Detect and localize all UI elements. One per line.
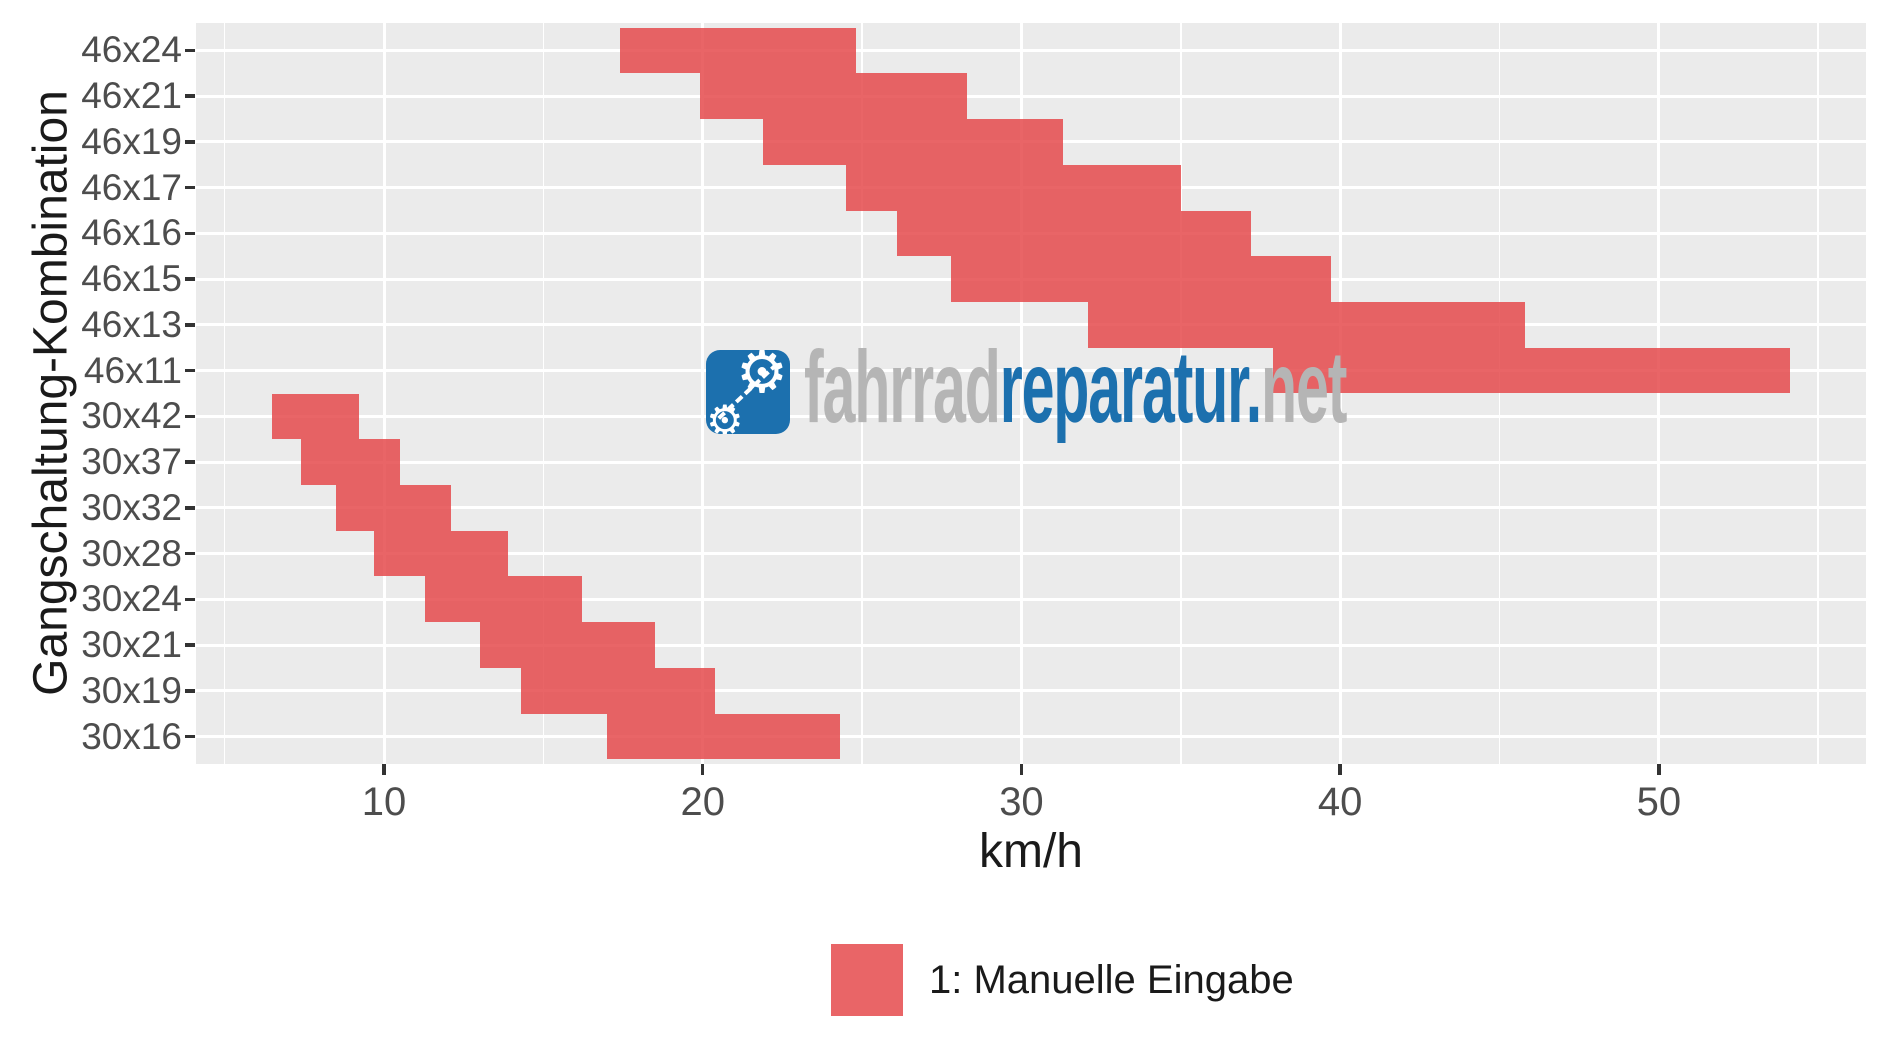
major-gridline [382,23,386,764]
major-gridline [1657,23,1661,764]
minor-gridline [1817,23,1819,764]
watermark-word-fahrrad: fahrrad [804,330,1001,444]
major-gridline [196,48,1866,52]
y-tick-mark [185,185,195,190]
major-gridline [196,94,1866,98]
gears-chain-icon: ⚙ ⚙ [706,350,790,434]
speed-range-bar [374,530,509,577]
y-tick-label: 30x16 [81,715,182,757]
major-gridline [196,552,1866,556]
gear-icon: ⚙ [706,397,744,435]
y-tick-label: 46x16 [81,212,182,254]
speed-range-bar [479,622,655,668]
watermark-word-net: net [1261,330,1347,444]
major-gridline [196,414,1866,418]
speed-range-bar [607,713,840,760]
minor-gridline [542,23,545,764]
y-tick-mark [185,140,195,144]
speed-range-bar [897,210,1251,257]
y-tick-label: 46x17 [81,166,182,208]
watermark-wordmark: fahrradreparatur.net [804,336,1347,438]
x-tick-label: 50 [1636,780,1682,824]
y-tick-label: 30x24 [81,578,182,620]
watermark-dot: . [1245,330,1262,444]
y-tick-mark [185,277,195,281]
x-tick-mark [1657,764,1661,775]
minor-gridline [223,23,226,764]
speed-range-bar [1088,302,1525,348]
major-gridline [701,23,705,764]
y-tick-mark [185,460,195,464]
plot-panel [196,23,1866,764]
major-gridline [1019,23,1023,764]
major-gridline [196,597,1866,601]
y-tick-label: 46x21 [81,75,182,117]
y-tick-mark [185,506,195,510]
speed-range-bar [699,73,968,120]
x-tick-label: 30 [999,780,1044,824]
y-tick-mark [185,689,195,693]
y-tick-label: 46x19 [81,120,182,162]
x-tick-label: 20 [680,780,725,824]
legend-label: 1: Manuelle Eingabe [929,957,1294,1002]
y-tick-mark [185,643,195,647]
y-tick-mark [185,231,195,236]
x-tick-label: 40 [1317,780,1363,824]
speed-range-bar [272,393,359,440]
y-tick-mark [185,94,195,98]
speed-range-bar [763,119,1063,165]
y-tick-label: 46x11 [83,349,182,391]
minor-gridline [1179,23,1182,764]
y-tick-label: 30x28 [81,532,182,574]
y-tick-mark [185,323,195,327]
y-tick-label: 46x13 [81,303,182,345]
speed-range-bar [336,484,451,531]
minor-gridline [861,23,863,764]
major-gridline [196,506,1866,510]
y-tick-mark [185,48,195,53]
y-tick-label: 30x32 [81,486,182,528]
y-tick-label: 30x37 [81,441,182,483]
major-gridline [196,460,1866,464]
speed-range-bar [846,164,1181,211]
major-gridline [196,369,1866,373]
y-tick-label: 30x42 [81,395,182,437]
y-tick-mark [185,597,195,602]
x-tick-mark [701,764,705,775]
legend: 1: Manuelle Eingabe [831,944,1294,1016]
y-tick-mark [185,368,195,373]
y-tick-label: 46x24 [81,29,182,71]
speed-range-bar [301,439,400,485]
gear-icon: ⚙ [736,350,788,405]
x-tick-mark [1019,764,1024,775]
major-gridline [196,735,1866,739]
x-tick-label: 10 [361,780,407,824]
speed-range-bar [521,667,716,714]
speed-range-bar [619,27,856,74]
y-tick-label: 30x21 [81,624,182,666]
y-tick-label: 46x15 [81,258,182,300]
major-gridline [196,643,1866,647]
speed-range-bar [425,576,582,623]
x-axis-title: km/h [978,825,1083,878]
y-tick-mark [185,551,195,556]
watermark-word-reparatur: reparatur [999,330,1247,444]
y-tick-mark [185,414,195,419]
minor-gridline [1498,23,1501,764]
speed-range-bar [951,256,1331,302]
legend-swatch [831,944,903,1016]
major-gridline [196,323,1866,327]
major-gridline [1338,23,1342,764]
major-gridline [196,689,1866,693]
x-tick-mark [1338,764,1342,775]
y-tick-label: 30x19 [81,669,182,711]
x-tick-mark [382,764,386,775]
y-tick-mark [185,734,195,739]
speed-range-bar [1273,347,1790,394]
watermark-logo: ⚙ ⚙ fahrradreparatur.net [706,336,1739,438]
